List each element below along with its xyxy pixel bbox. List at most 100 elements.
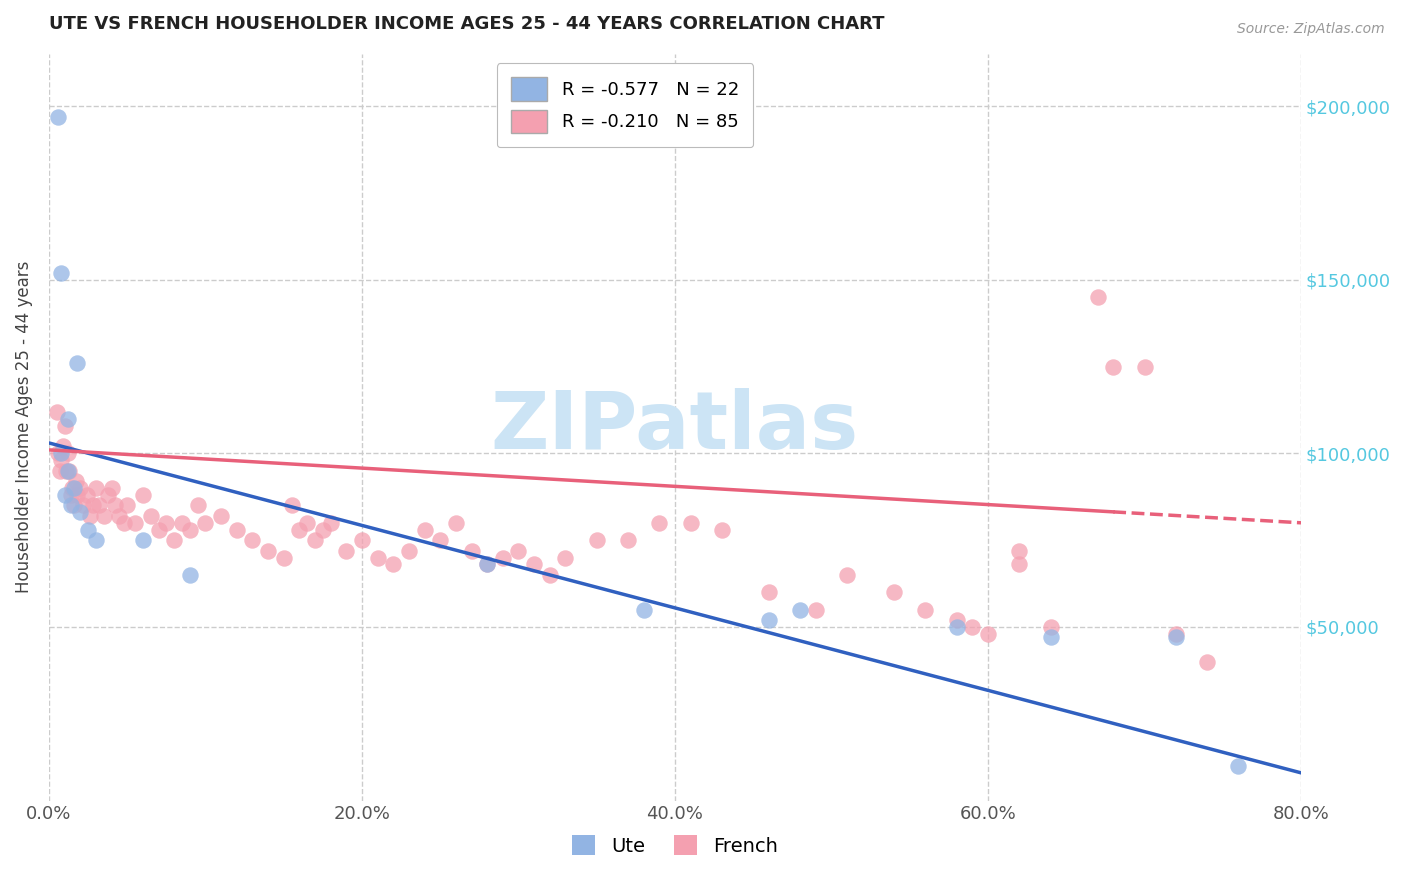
Point — [84, 481, 107, 495]
Point — [295, 516, 318, 530]
Point — [477, 558, 499, 572]
Point — [53, 418, 76, 433]
Point — [883, 585, 905, 599]
Point — [758, 613, 780, 627]
Point — [288, 523, 311, 537]
Text: Source: ZipAtlas.com: Source: ZipAtlas.com — [1237, 22, 1385, 37]
Point — [84, 533, 107, 548]
Point — [56, 464, 79, 478]
Point — [335, 543, 357, 558]
Point — [93, 508, 115, 523]
Point — [804, 602, 827, 616]
Point — [179, 568, 201, 582]
Point — [59, 488, 82, 502]
Point — [48, 110, 70, 124]
Point — [97, 488, 120, 502]
Point — [56, 446, 79, 460]
Point — [62, 481, 84, 495]
Point — [1008, 543, 1031, 558]
Point — [1039, 631, 1062, 645]
Point — [66, 488, 89, 502]
Point — [710, 523, 733, 537]
Point — [72, 499, 94, 513]
Point — [187, 499, 209, 513]
Point — [837, 568, 859, 582]
Point — [382, 558, 405, 572]
Point — [1133, 359, 1156, 374]
Text: UTE VS FRENCH HOUSEHOLDER INCOME AGES 25 - 44 YEARS CORRELATION CHART: UTE VS FRENCH HOUSEHOLDER INCOME AGES 25… — [49, 15, 884, 33]
Point — [63, 481, 86, 495]
Point — [82, 499, 104, 513]
Point — [789, 602, 811, 616]
Point — [429, 533, 451, 548]
Point — [617, 533, 640, 548]
Point — [58, 464, 80, 478]
Point — [914, 602, 936, 616]
Point — [1008, 558, 1031, 572]
Point — [56, 411, 79, 425]
Point — [45, 405, 67, 419]
Point — [66, 356, 89, 370]
Point — [413, 523, 436, 537]
Point — [319, 516, 342, 530]
Point — [1227, 759, 1250, 773]
Point — [52, 439, 75, 453]
Point — [242, 533, 264, 548]
Point — [1164, 631, 1187, 645]
Point — [163, 533, 186, 548]
Point — [63, 499, 86, 513]
Point — [115, 499, 138, 513]
Point — [53, 488, 76, 502]
Point — [538, 568, 561, 582]
Point — [633, 602, 655, 616]
Point — [367, 550, 389, 565]
Point — [758, 585, 780, 599]
Point — [1102, 359, 1125, 374]
Point — [132, 488, 155, 502]
Point — [257, 543, 280, 558]
Point — [1039, 620, 1062, 634]
Point — [945, 613, 967, 627]
Point — [55, 464, 77, 478]
Point — [112, 516, 135, 530]
Point — [148, 523, 170, 537]
Point — [492, 550, 515, 565]
Point — [132, 533, 155, 548]
Point — [51, 453, 73, 467]
Point — [79, 508, 101, 523]
Point — [523, 558, 546, 572]
Point — [100, 481, 122, 495]
Point — [69, 505, 91, 519]
Point — [225, 523, 247, 537]
Point — [194, 516, 217, 530]
Point — [585, 533, 607, 548]
Point — [398, 543, 420, 558]
Point — [648, 516, 671, 530]
Point — [1164, 627, 1187, 641]
Point — [508, 543, 530, 558]
Text: ZIPatlas: ZIPatlas — [491, 388, 859, 467]
Point — [49, 464, 72, 478]
Point — [124, 516, 146, 530]
Point — [460, 543, 482, 558]
Point — [76, 488, 98, 502]
Point — [108, 508, 131, 523]
Point — [139, 508, 162, 523]
Point — [679, 516, 702, 530]
Point — [304, 533, 326, 548]
Point — [945, 620, 967, 634]
Point — [104, 499, 127, 513]
Point — [477, 558, 499, 572]
Point — [65, 474, 87, 488]
Point — [87, 499, 110, 513]
Point — [444, 516, 467, 530]
Point — [962, 620, 984, 634]
Point — [59, 499, 82, 513]
Point — [155, 516, 177, 530]
Point — [280, 499, 302, 513]
Y-axis label: Householder Income Ages 25 - 44 years: Householder Income Ages 25 - 44 years — [15, 261, 32, 593]
Point — [350, 533, 373, 548]
Point — [312, 523, 335, 537]
Point — [170, 516, 193, 530]
Legend: Ute, French: Ute, French — [562, 826, 787, 865]
